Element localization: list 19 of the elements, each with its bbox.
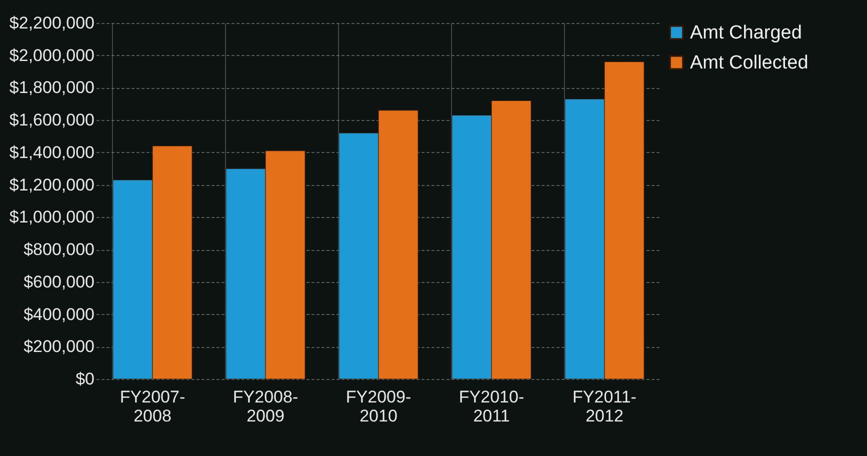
y-tick-label: $1,400,000 (9, 142, 94, 162)
y-tick-label: $1,200,000 (9, 175, 94, 194)
y-tick-label: $1,800,000 (9, 78, 94, 98)
y-tick-label: $200,000 (24, 337, 94, 356)
y-tick-label: $1,000,000 (9, 208, 94, 227)
y-tick-label: $400,000 (24, 304, 94, 324)
x-tick-label: FY2007-2008 (120, 388, 186, 426)
y-tick-label: $2,200,000 (9, 14, 94, 32)
y-tick-label: $2,000,000 (9, 46, 94, 65)
x-tick-label: FY2008-2009 (232, 388, 298, 426)
legend-label: Amt Collected (690, 52, 808, 74)
x-tick-label: FY2011-2012 (572, 388, 636, 426)
x-tick-label: FY2009-2010 (346, 388, 412, 426)
y-tick-label: $600,000 (24, 272, 94, 292)
y-tick-label: $800,000 (24, 240, 94, 260)
x-tick-label: FY2010-2011 (458, 388, 524, 426)
legend-label: Amt Charged (690, 22, 802, 44)
y-tick-label: $0 (76, 370, 94, 388)
y-tick-label: $1,600,000 (9, 110, 94, 130)
